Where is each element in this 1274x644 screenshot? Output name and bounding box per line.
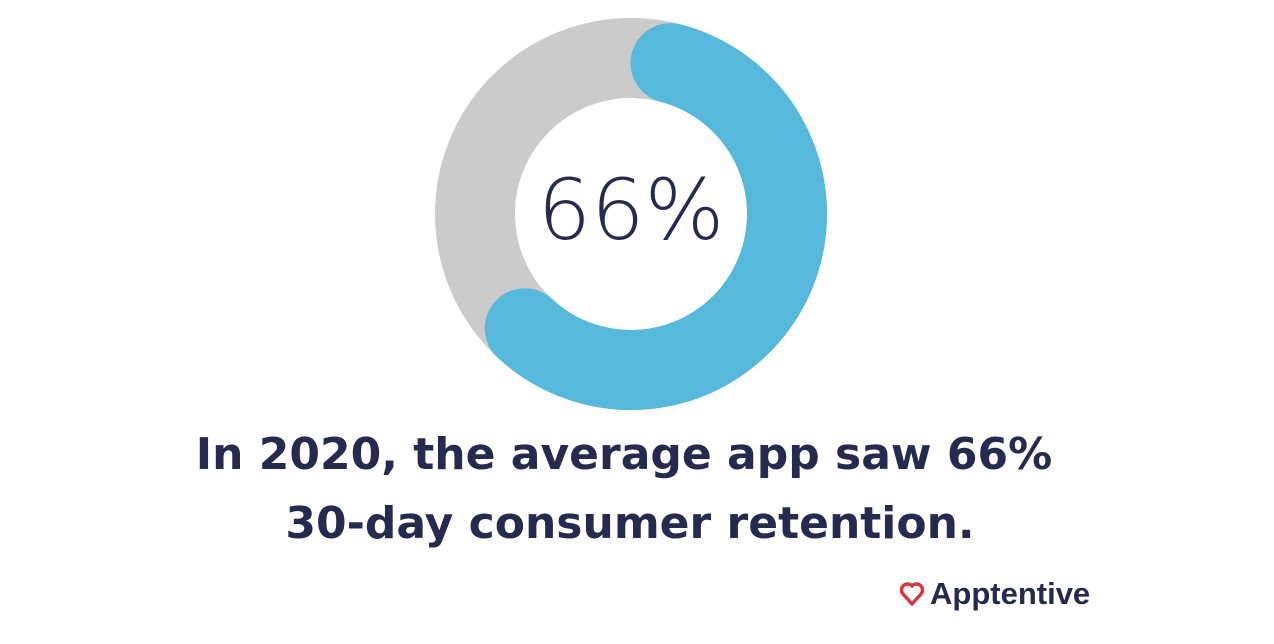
donut-arc — [484, 23, 827, 410]
brand-logo: Apptentive — [899, 576, 1090, 611]
caption-line: 30-day consumer retention. — [285, 498, 974, 549]
brand-icon — [899, 582, 925, 606]
brand-name: Apptentive — [930, 576, 1090, 611]
caption-line: In 2020, the average app saw 66% — [196, 429, 1052, 480]
center-label: 66% — [538, 161, 725, 259]
